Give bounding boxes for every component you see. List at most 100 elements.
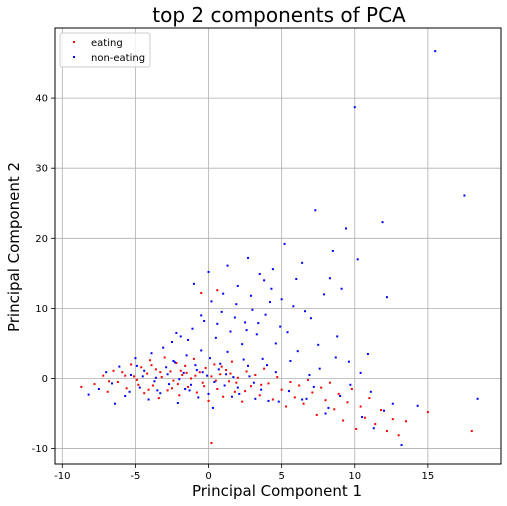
data-point [80,385,83,388]
data-point [233,316,236,319]
y-tick-label: 10 [35,304,48,315]
data-point [211,406,214,409]
data-point [258,394,261,397]
data-point [254,397,257,400]
data-point [404,420,407,423]
data-point [200,349,203,352]
data-point [309,317,312,320]
data-point [106,390,109,393]
data-point [112,369,115,372]
data-point [238,392,241,395]
data-point [289,380,292,383]
data-point [257,322,260,325]
data-point [124,395,127,398]
data-point [179,335,182,338]
data-point [260,383,263,386]
data-point [105,371,108,374]
data-point [154,376,157,379]
x-axis-label: Principal Component 1 [192,482,362,500]
series-non-eating [87,50,479,447]
data-point [170,341,173,344]
data-point [361,416,364,419]
data-point [331,249,334,252]
data-point [219,373,222,376]
data-point [315,413,318,416]
data-point [138,386,141,389]
data-point [306,378,309,381]
data-point [130,363,133,366]
data-point [189,377,192,380]
data-point [97,387,100,390]
data-point [320,386,323,389]
data-point [184,387,187,390]
data-point [356,258,359,261]
data-point [132,375,135,378]
data-point [153,380,156,383]
data-point [108,380,111,383]
data-point [344,227,347,230]
data-point [204,366,207,369]
data-point [261,357,264,360]
data-point [308,373,311,376]
data-point [279,325,282,328]
data-point [355,427,358,430]
scatter-points [80,50,479,447]
data-point [383,409,386,412]
data-point [296,350,299,353]
data-point [207,392,210,395]
data-point [400,444,403,447]
data-point [102,374,105,377]
data-point [225,373,228,376]
data-point [347,360,350,363]
data-point [385,296,388,299]
data-point [263,367,266,370]
data-point [151,384,154,387]
data-point [274,342,277,345]
legend: eating non-eating [59,32,151,68]
data-point [311,391,314,394]
data-point [254,373,257,376]
data-point [366,352,369,355]
data-point [434,50,437,53]
data-point [337,392,340,395]
data-point [113,402,116,405]
data-point [140,366,143,369]
data-point [178,378,181,381]
data-point [179,369,182,372]
data-point [317,343,320,346]
data-point [228,380,231,383]
series-eating [80,289,473,444]
data-point [143,369,146,372]
data-point [244,321,247,324]
data-point [242,358,245,361]
data-point [200,291,203,294]
data-point [236,284,239,287]
data-point [143,392,146,395]
data-point [230,395,233,398]
data-point [380,409,383,412]
data-point [172,359,175,362]
data-point [163,356,166,359]
data-point [175,331,178,334]
data-point [342,419,345,422]
x-tick-label: 10 [348,471,361,482]
data-point [280,298,283,301]
data-point [270,287,273,290]
data-point [150,364,153,367]
data-point [175,362,178,365]
data-point [194,374,197,377]
data-point [185,354,188,357]
y-tick-label: 0 [42,374,48,385]
data-point [385,430,388,433]
data-point [194,364,197,367]
data-point [327,406,330,409]
data-point [201,381,204,384]
data-point [222,395,225,398]
data-point [372,427,375,430]
legend-label-non-eating: non-eating [91,53,145,64]
data-point [276,376,279,379]
data-point [195,391,198,394]
data-point [207,399,210,402]
data-point [312,385,315,388]
